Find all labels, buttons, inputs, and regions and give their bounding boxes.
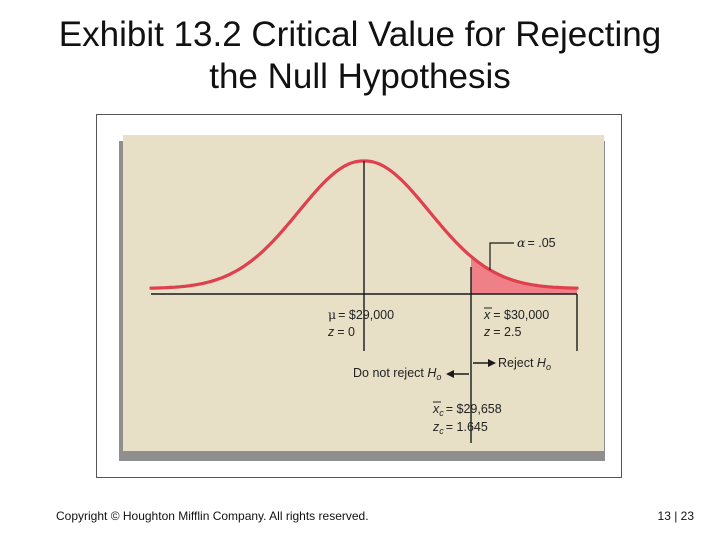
mean-value-label: μ = $29,000 — [328, 307, 394, 322]
title-line-2: the Null Hypothesis — [209, 57, 511, 96]
copyright-notice: Copyright © Houghton Mifflin Company. Al… — [56, 509, 369, 523]
page-number: 13 | 23 — [657, 509, 694, 523]
do-not-reject-label: Do not reject Ho — [353, 366, 441, 382]
sample-mean-label: x = $30,000 — [483, 308, 549, 322]
hypothesis-diagram: α = .05 μ = $29,000 z = 0 x = $30,000 z = 2.5… — [119, 135, 605, 461]
alpha-label: α = .05 — [517, 235, 556, 250]
mean-z-label: z = 0 — [327, 325, 355, 339]
alpha-pointer — [489, 242, 514, 270]
figure-frame: α = .05 μ = $29,000 z = 0 x = $30,000 z = 2.5… — [96, 114, 622, 478]
reject-arrowhead — [488, 359, 496, 367]
sample-z-label: z = 2.5 — [483, 325, 521, 339]
slide-title: Exhibit 13.2 Critical Value for Rejectin… — [0, 14, 720, 98]
critical-value-label: xc = $29,658 — [432, 402, 502, 418]
critical-z-label: zc = 1.645 — [432, 420, 488, 436]
rejection-region — [471, 256, 577, 294]
reject-label: Reject Ho — [498, 356, 551, 372]
title-line-1: Exhibit 13.2 Critical Value for Rejectin… — [58, 15, 662, 54]
do-not-reject-arrowhead — [446, 370, 454, 378]
